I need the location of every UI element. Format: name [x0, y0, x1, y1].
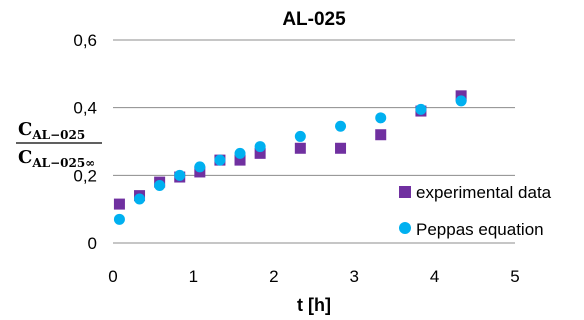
data-points [113, 90, 467, 225]
y-tick-label: 0,6 [73, 31, 97, 50]
y-tick-label: 0,4 [73, 99, 97, 118]
y-tick-label: 0,2 [73, 166, 97, 185]
gridlines [113, 39, 515, 244]
data-point-experimental [113, 198, 125, 210]
data-point-experimental [375, 129, 387, 141]
data-point-peppas [294, 130, 306, 142]
legend-label-experimental-data: experimental data [416, 183, 552, 202]
data-point-peppas [335, 120, 347, 132]
data-point-peppas [455, 95, 467, 107]
legend: experimental data Peppas equation [399, 183, 552, 239]
data-point-experimental [335, 142, 347, 154]
x-tick-label: 0 [108, 267, 117, 286]
x-tick-label: 5 [510, 267, 519, 286]
data-point-peppas [194, 161, 206, 173]
data-point-peppas [254, 141, 266, 153]
data-point-peppas [214, 154, 226, 166]
data-point-peppas [154, 179, 166, 191]
y-label-denominator: CAL−025∞ [18, 147, 95, 170]
x-tick-label: 4 [430, 267, 439, 286]
data-point-peppas [375, 112, 387, 124]
data-point-experimental [234, 154, 246, 166]
data-point-peppas [113, 213, 125, 225]
data-point-experimental [294, 142, 306, 154]
x-tick-label: 2 [269, 267, 278, 286]
legend-marker-peppas-equation [399, 222, 411, 234]
data-point-experimental [254, 147, 266, 159]
y-label-numerator: CAL−025 [18, 119, 85, 142]
data-point-peppas [134, 193, 146, 205]
y-tick-label: 0 [88, 234, 97, 253]
x-tick-label: 1 [189, 267, 198, 286]
data-point-peppas [174, 169, 186, 181]
chart-title: AL-025 [282, 9, 346, 30]
y-tick-labels: 0 0,2 0,4 0,6 [73, 31, 97, 253]
legend-label-peppas-equation: Peppas equation [416, 220, 544, 239]
data-point-peppas [234, 147, 246, 159]
x-tick-label: 3 [349, 267, 358, 286]
legend-marker-experimental-data [399, 186, 411, 198]
data-point-peppas [415, 103, 427, 115]
x-axis-label: t [h] [297, 295, 331, 315]
x-tick-labels: 0 1 2 3 4 5 [108, 267, 519, 286]
y-axis-label: CAL−025 CAL−025∞ [16, 119, 102, 170]
